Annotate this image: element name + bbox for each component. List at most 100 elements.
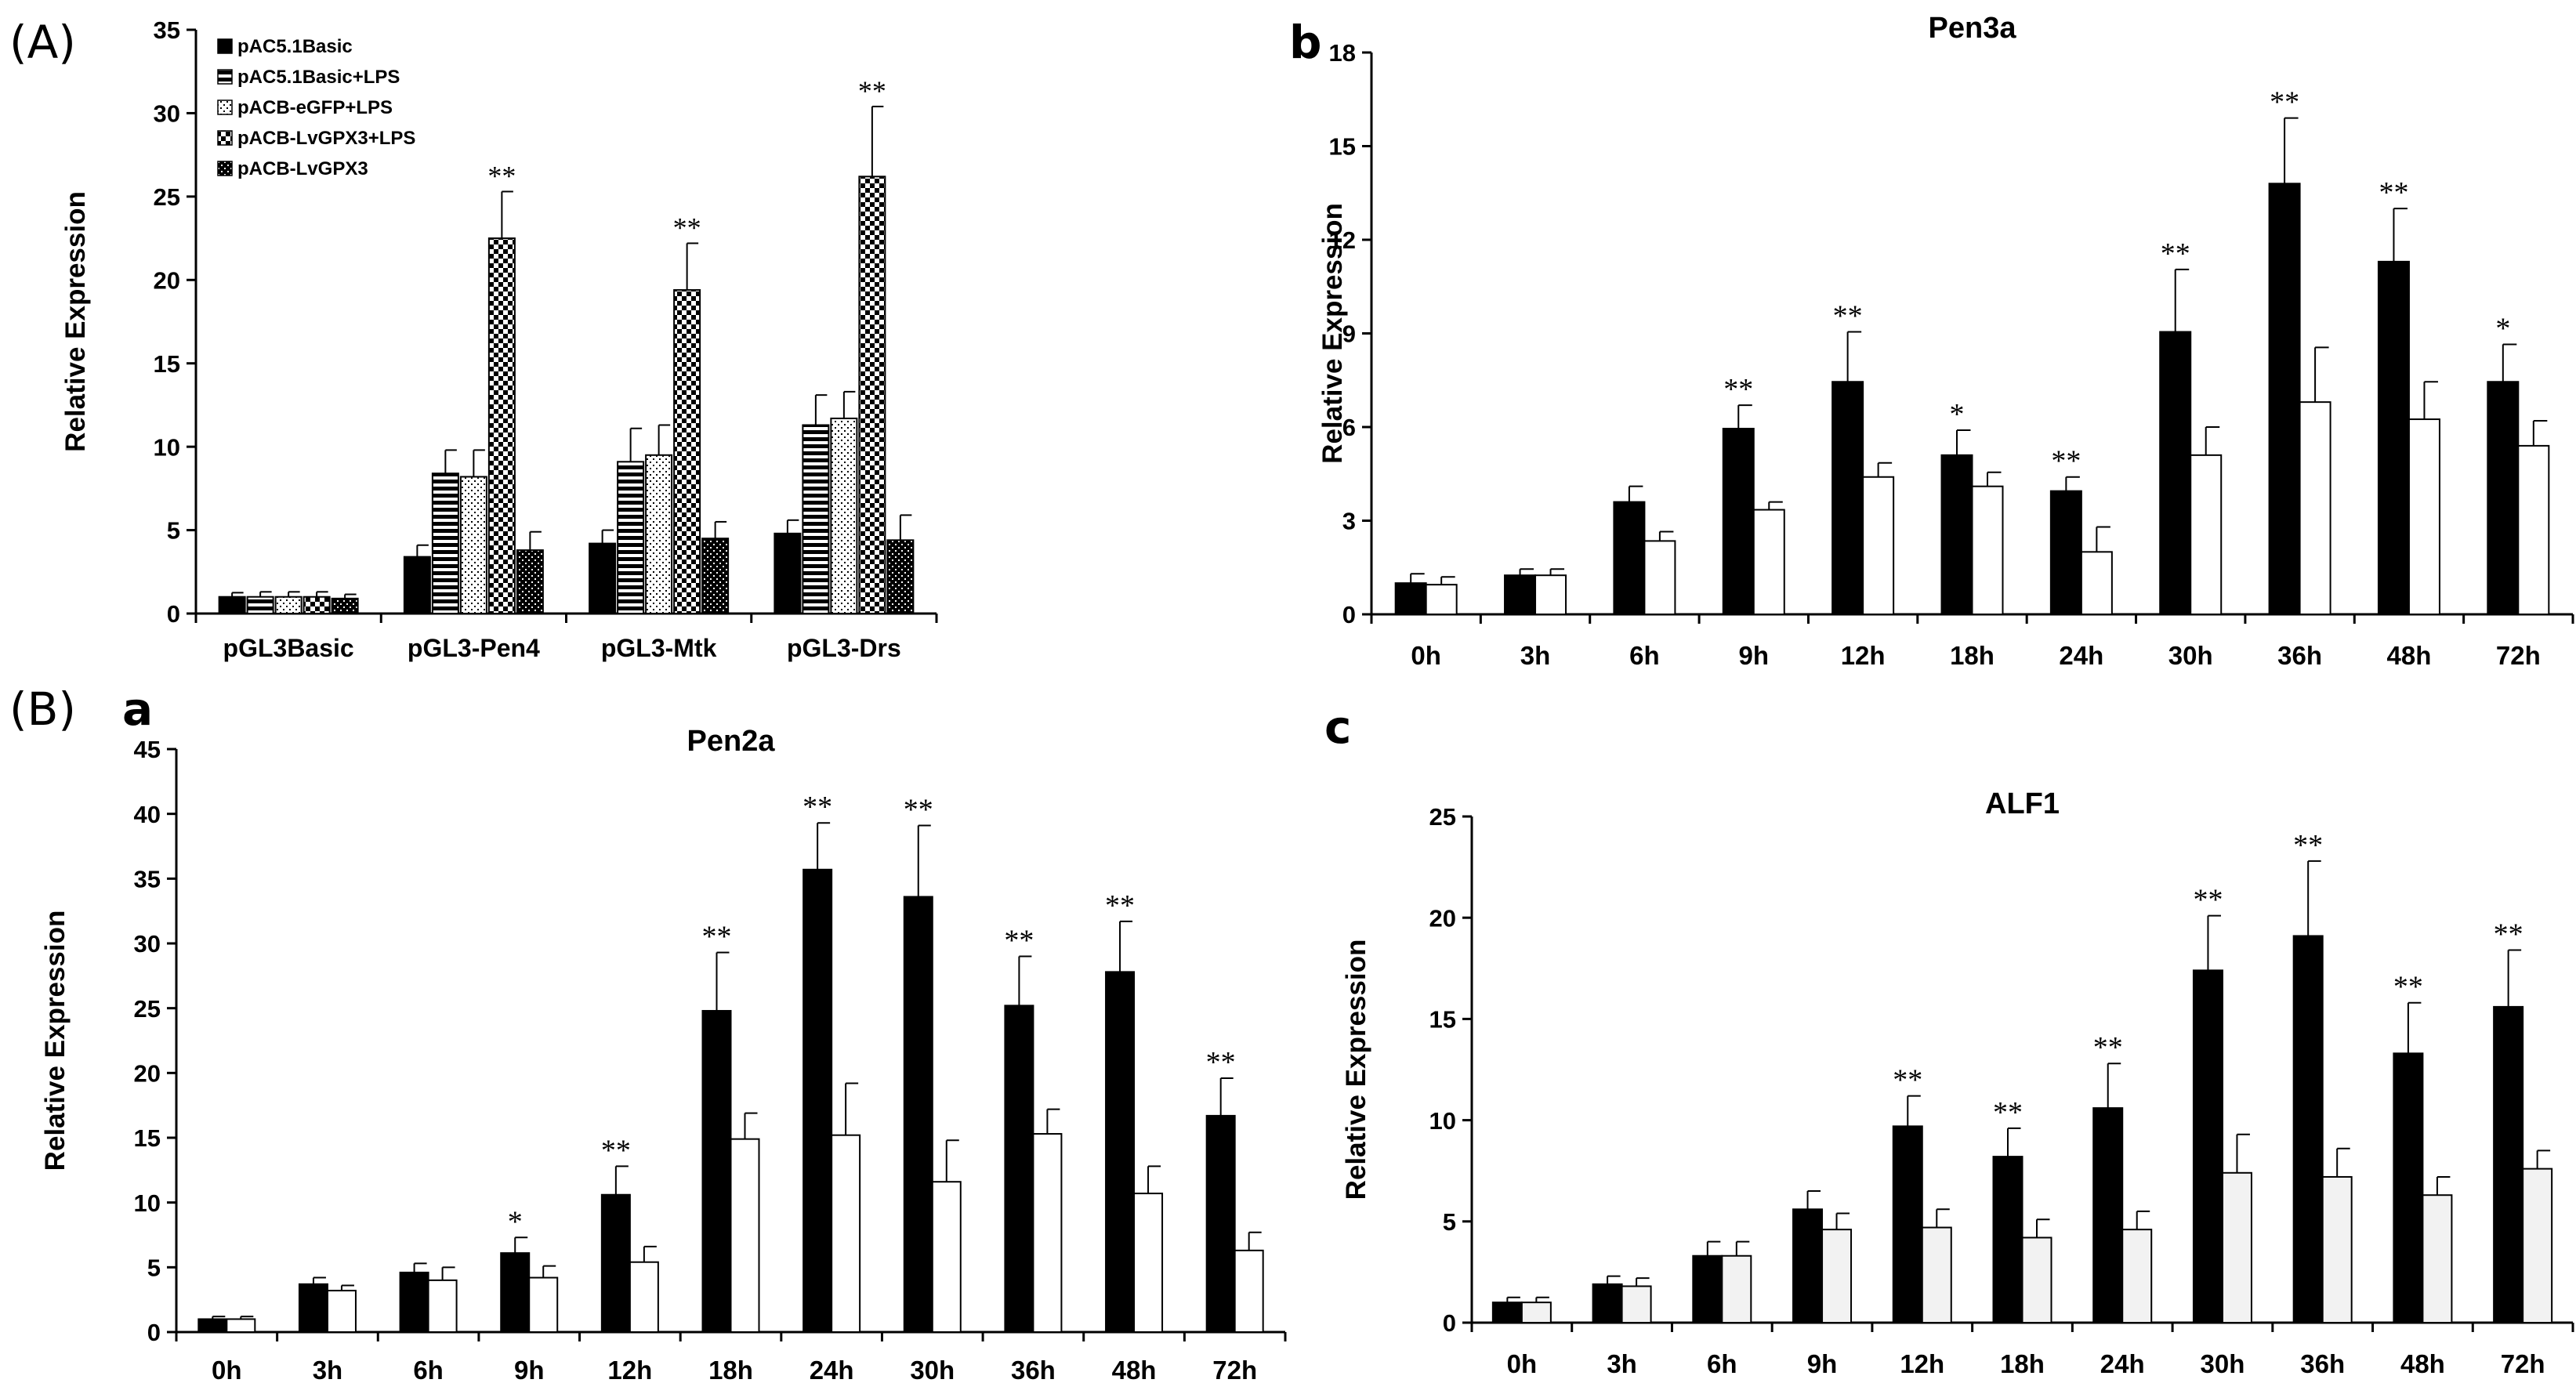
x-tick-label: 36h [2277, 641, 2322, 670]
bar [931, 1181, 962, 1334]
bar [2159, 331, 2192, 615]
legend-swatch [217, 161, 233, 176]
y-tick-label: 9 [1342, 320, 1356, 348]
x-tick-label: 18h [708, 1356, 753, 1383]
panel-letter-c: c [1324, 701, 1351, 754]
bar [2292, 935, 2324, 1324]
bar [1621, 1285, 1652, 1324]
significance-marker: ** [702, 921, 732, 954]
bar [1032, 1133, 1063, 1334]
x-tick-label: 36h [2300, 1349, 2345, 1378]
panel-letter-B: (B) [9, 682, 76, 736]
bar [1831, 381, 1864, 615]
x-tick-label: pGL3-Drs [787, 634, 901, 662]
y-tick-label: 6 [1342, 414, 1356, 441]
bar [600, 1193, 631, 1334]
bar [500, 1252, 531, 1333]
panel-letter-b: b [1289, 16, 1322, 69]
y-tick-label: 30 [154, 100, 180, 128]
y-tick-label: 5 [1443, 1208, 1456, 1236]
bar [399, 1271, 429, 1333]
bar [1971, 485, 2004, 616]
x-tick-label: 9h [1739, 641, 1770, 670]
panel-letter-A: (A) [9, 16, 76, 69]
chart-title: Pen3a [1929, 12, 2017, 45]
x-tick-label: 72h [1212, 1356, 1257, 1383]
x-tick-label: pGL3Basic [223, 634, 354, 662]
bar [1520, 1302, 1552, 1324]
legend-swatch [217, 130, 233, 146]
bar [2517, 444, 2550, 616]
bar [2393, 1052, 2424, 1323]
y-tick-label: 15 [154, 350, 180, 378]
x-tick-label: 30h [2201, 1349, 2245, 1378]
y-tick-label: 45 [134, 736, 161, 763]
bar [2192, 969, 2223, 1324]
bar [1205, 1114, 1236, 1333]
x-tick-label: 12h [1900, 1349, 1944, 1378]
significance-marker: ** [2161, 237, 2190, 270]
x-tick-label: 3h [1607, 1349, 1637, 1378]
y-tick-label: 40 [134, 801, 161, 828]
x-tick-label: 18h [1950, 641, 1994, 670]
y-tick-label: 15 [134, 1124, 161, 1152]
significance-marker: ** [2093, 1031, 2123, 1064]
significance-marker: ** [1993, 1096, 2023, 1129]
bar [487, 237, 516, 614]
bar [2408, 418, 2440, 616]
x-tick-label: 12h [1841, 641, 1886, 670]
bar [2487, 381, 2520, 615]
significance-marker: * [1950, 398, 1965, 431]
y-tick-label: 15 [1429, 1006, 1456, 1034]
significance-marker: ** [803, 791, 832, 824]
y-tick-label: 20 [154, 266, 180, 294]
chart-title: Pen2a [687, 725, 776, 758]
bar [1425, 584, 1458, 615]
bar [459, 476, 487, 615]
x-tick-label: 18h [2000, 1349, 2045, 1378]
significance-marker: * [2495, 312, 2510, 345]
legend-swatch [217, 69, 233, 85]
bar [2268, 183, 2301, 616]
bar [617, 461, 645, 614]
x-tick-label: pGL3-Pen4 [408, 634, 540, 662]
y-tick-label: 35 [134, 865, 161, 892]
x-tick-label: 0h [1507, 1349, 1538, 1378]
x-tick-label: 3h [313, 1356, 343, 1383]
bar [2422, 1194, 2453, 1324]
y-tick-label: 20 [134, 1059, 161, 1087]
x-tick-label: 6h [1707, 1349, 1737, 1378]
bar [1862, 476, 1895, 615]
x-tick-label: 12h [607, 1356, 652, 1383]
x-tick-label: 72h [2501, 1349, 2545, 1378]
bar [1105, 971, 1136, 1333]
y-axis-label: Relative Expression [40, 911, 71, 1171]
bar [701, 538, 730, 615]
bar [1133, 1193, 1164, 1334]
x-tick-label: 24h [810, 1356, 854, 1383]
bar [645, 454, 673, 614]
bar [629, 1261, 659, 1333]
x-tick-label: 0h [1411, 641, 1441, 670]
bar [1234, 1249, 1264, 1333]
x-tick-label: 3h [1520, 641, 1551, 670]
bar [2080, 551, 2113, 615]
bar [197, 1318, 228, 1334]
bar [673, 289, 701, 614]
significance-marker: ** [673, 212, 701, 243]
bar [2321, 1175, 2353, 1324]
bar [1752, 509, 1785, 616]
significance-marker: ** [2494, 918, 2523, 951]
bar [1534, 574, 1567, 615]
bar [903, 896, 933, 1333]
legend-label: pACB-eGFP+LPS [237, 97, 393, 118]
bar [2092, 1107, 2124, 1323]
y-tick-label: 5 [167, 517, 180, 545]
bar [730, 1138, 760, 1333]
y-tick-label: 25 [134, 995, 161, 1023]
y-tick-label: 12 [1329, 226, 1356, 254]
bar [701, 1009, 732, 1334]
bar [431, 472, 459, 615]
bar [1394, 582, 1427, 616]
